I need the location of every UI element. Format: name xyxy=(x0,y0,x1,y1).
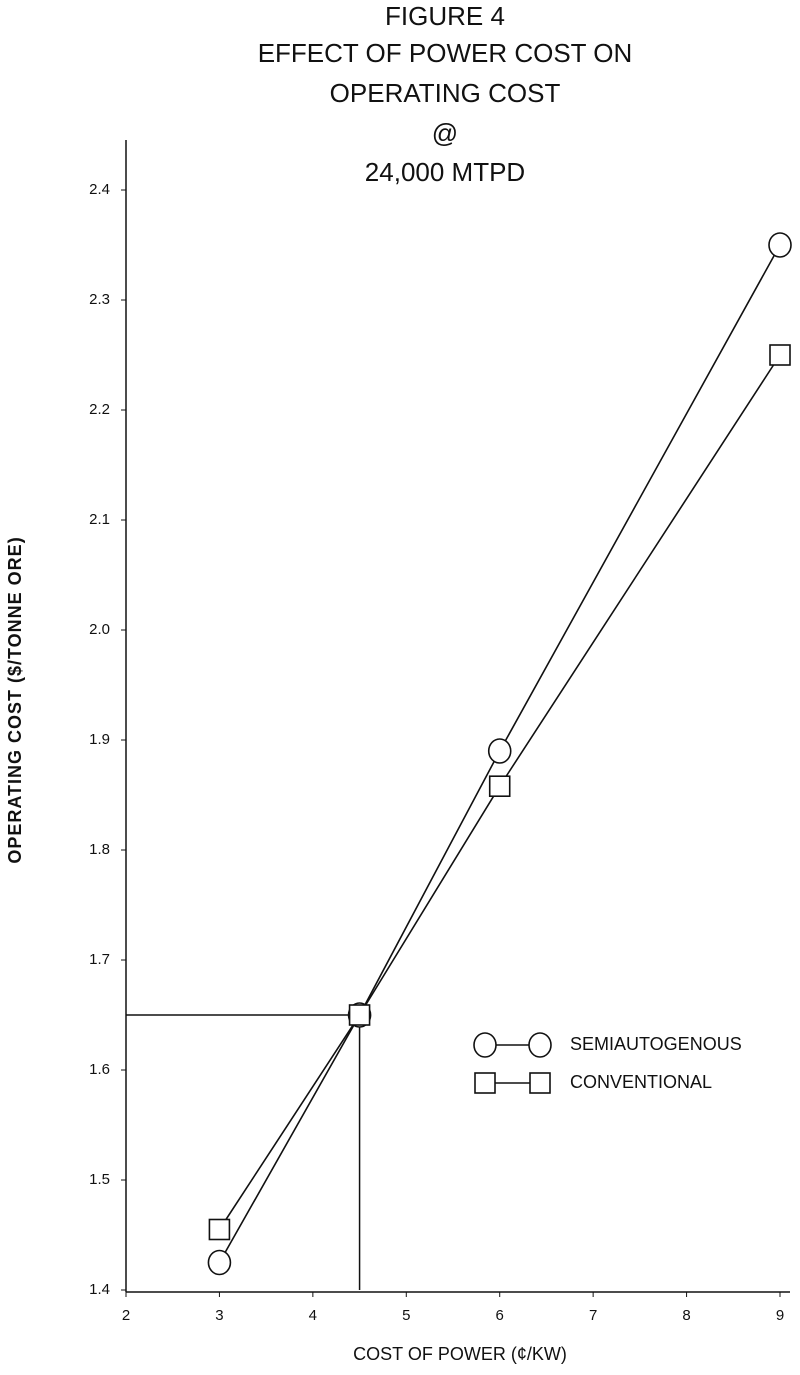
legend-marker xyxy=(529,1072,551,1094)
chart-title: 24,000 MTPD xyxy=(365,157,525,187)
x-tick-label: 9 xyxy=(776,1307,784,1324)
chart-title: EFFECT OF POWER COST ON xyxy=(258,38,633,68)
legend-marker xyxy=(473,1032,497,1058)
y-tick-label: 2.3 xyxy=(89,291,110,308)
data-point xyxy=(488,775,511,798)
y-tick-label: 2.1 xyxy=(89,511,110,528)
y-tick-label: 1.8 xyxy=(89,841,110,858)
chart-title: @ xyxy=(432,118,458,148)
chart-title: OPERATING COST xyxy=(330,78,561,108)
data-point xyxy=(768,232,792,258)
x-tick-label: 5 xyxy=(402,1307,410,1324)
y-axis-label: OPERATING COST ($/TONNE ORE) xyxy=(5,536,25,863)
y-tick-label: 1.5 xyxy=(89,1171,110,1188)
y-tick-label: 1.6 xyxy=(89,1061,110,1078)
x-tick-label: 4 xyxy=(309,1307,317,1324)
x-tick-label: 7 xyxy=(589,1307,597,1324)
y-tick-label: 2.0 xyxy=(89,621,110,638)
data-point xyxy=(769,344,791,366)
data-point xyxy=(208,1218,231,1241)
data-point xyxy=(348,1004,371,1026)
legend-marker xyxy=(474,1072,496,1094)
x-tick-label: 6 xyxy=(496,1307,504,1324)
y-tick-label: 2.4 xyxy=(89,181,110,198)
x-tick-label: 3 xyxy=(215,1307,223,1324)
chart-title: FIGURE 4 xyxy=(385,1,505,31)
data-point xyxy=(207,1249,232,1276)
series-line xyxy=(218,244,781,1263)
legend-label: SEMIAUTOGENOUS xyxy=(570,1034,742,1054)
x-tick-label: 2 xyxy=(122,1307,130,1324)
series-line xyxy=(218,354,781,1230)
legend-marker xyxy=(528,1032,552,1058)
data-point xyxy=(487,738,512,764)
x-tick-label: 8 xyxy=(682,1307,690,1324)
x-axis-label: COST OF POWER (¢/KW) xyxy=(353,1344,567,1364)
legend-label: CONVENTIONAL xyxy=(570,1072,712,1092)
y-tick-label: 1.4 xyxy=(89,1281,110,1298)
y-tick-label: 1.9 xyxy=(89,731,110,748)
y-tick-label: 1.7 xyxy=(89,951,110,968)
y-tick-label: 2.2 xyxy=(89,401,110,418)
